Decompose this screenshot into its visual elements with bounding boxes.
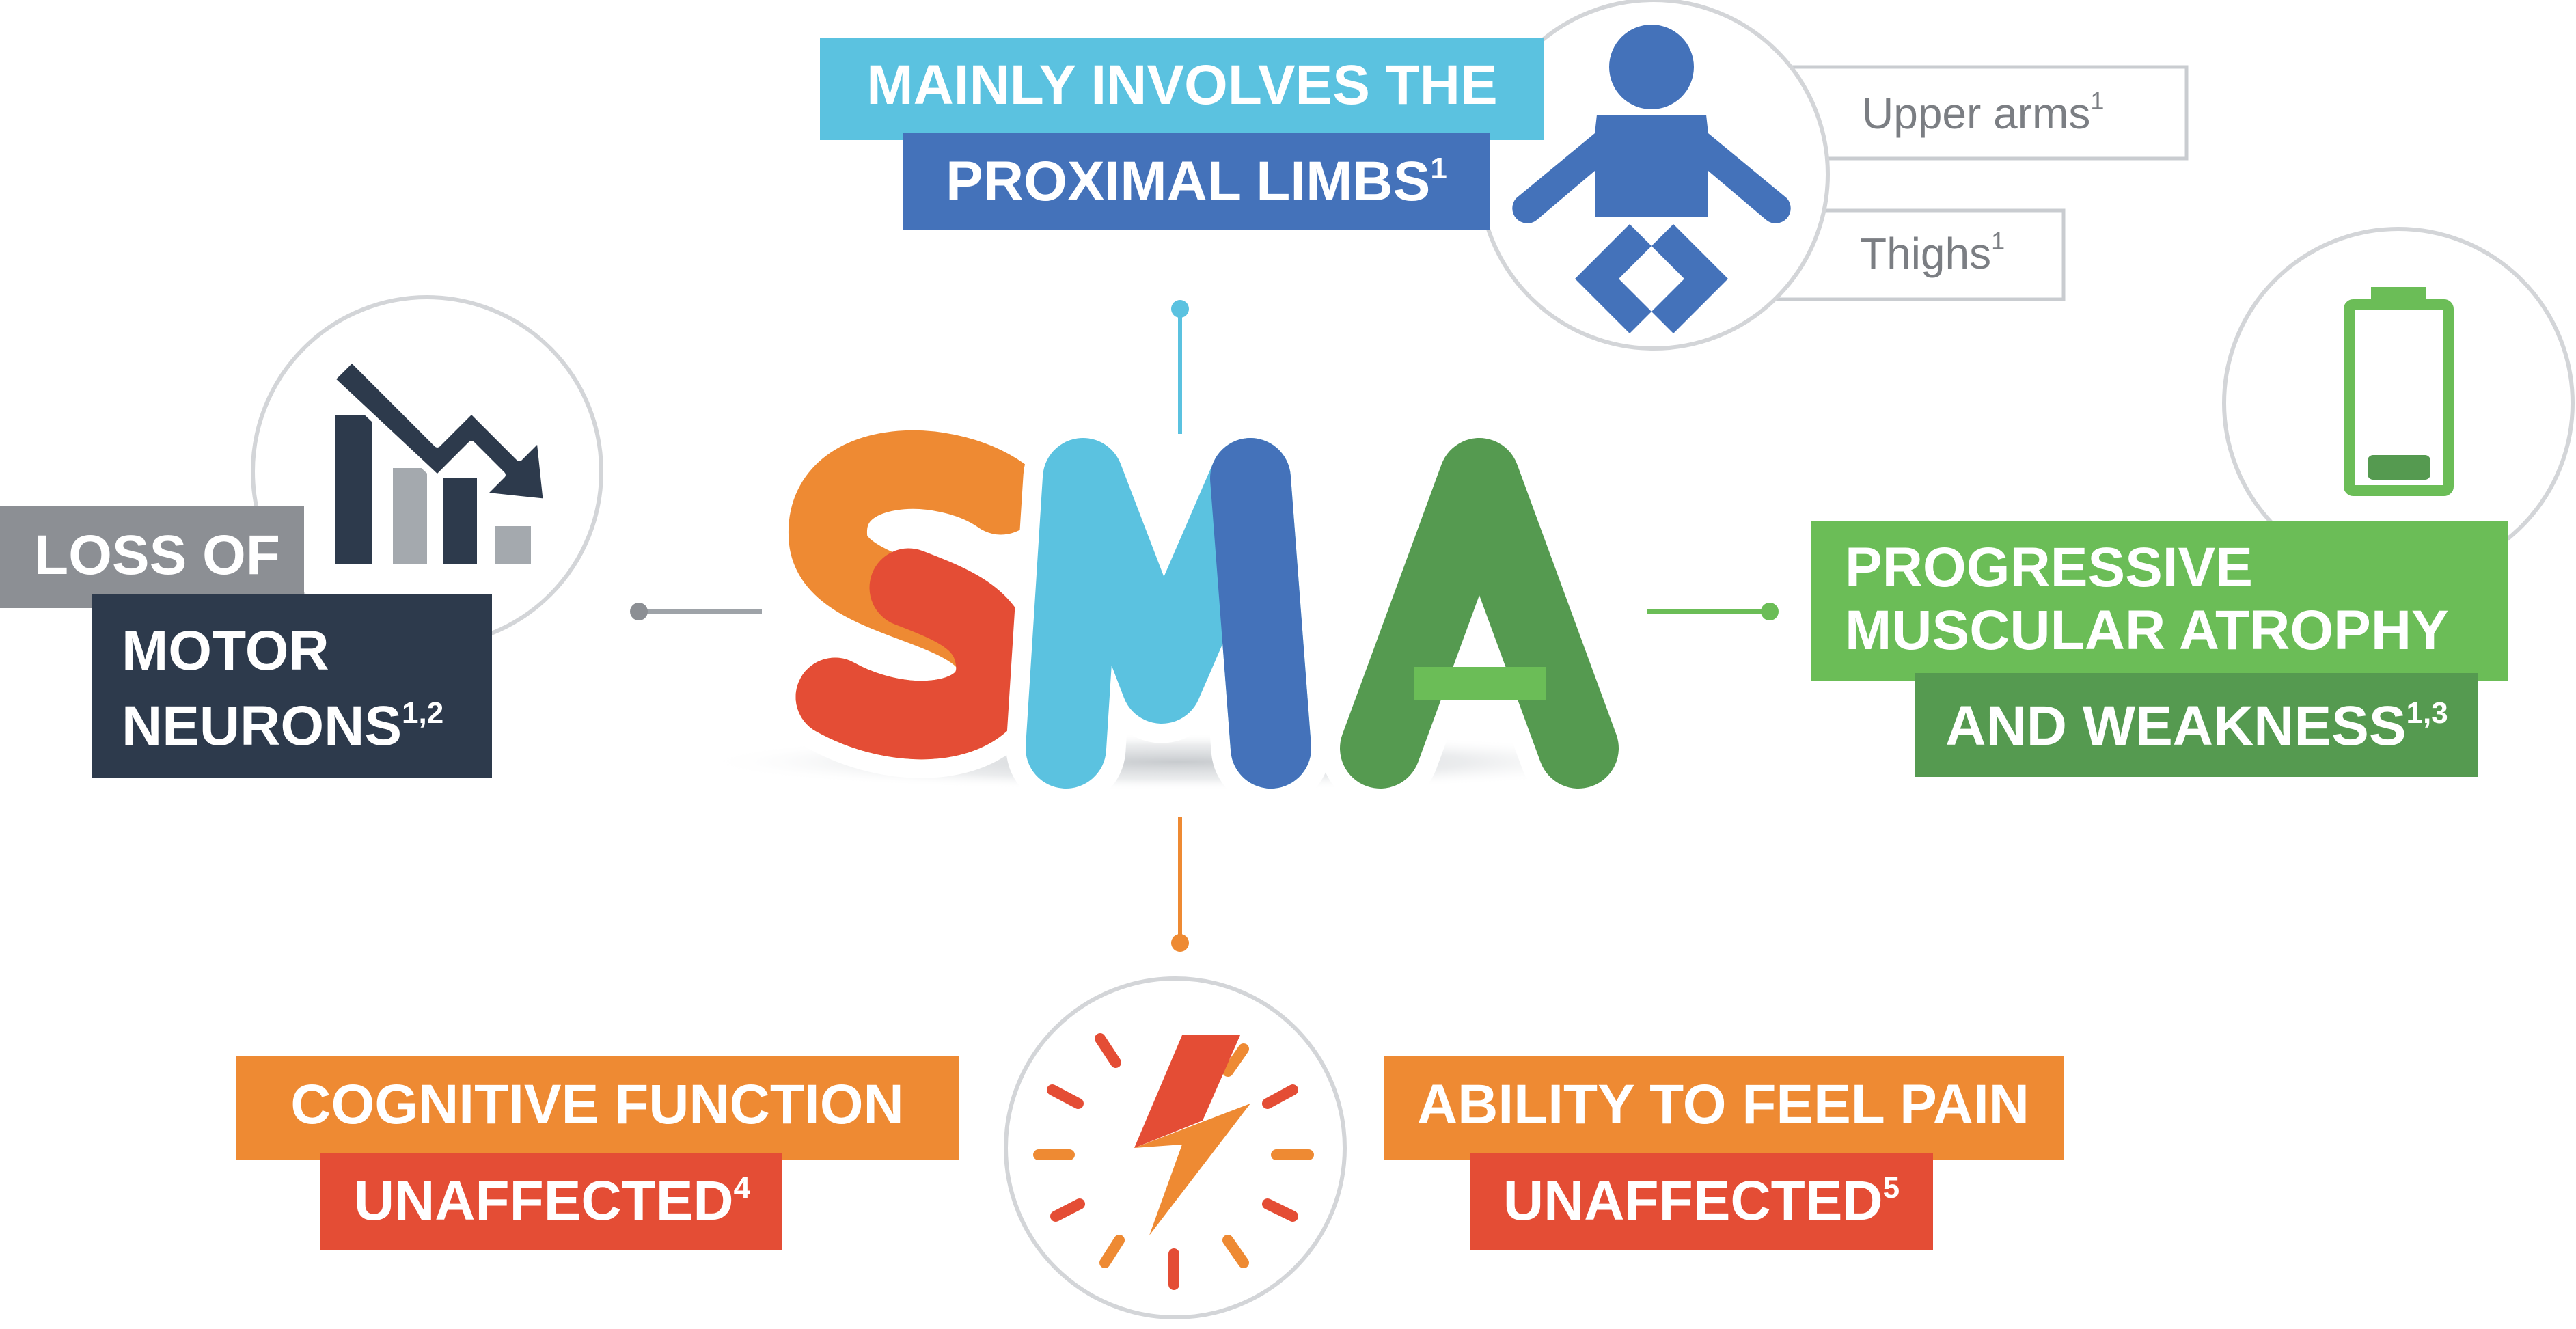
bottom-left-line1: COGNITIVE FUNCTION xyxy=(290,1073,903,1136)
logo-letter-s xyxy=(769,411,1059,778)
bottom-right-line1: ABILITY TO FEEL PAIN xyxy=(1417,1073,2029,1136)
left-label-line1-box xyxy=(0,506,304,608)
left-label-line3: NEURONS1,2 xyxy=(122,695,443,757)
logo-letter-a xyxy=(1320,418,1639,808)
bottom-left-line1-box xyxy=(236,1056,959,1160)
pain-rays-icon xyxy=(1033,1033,1314,1290)
declining-chart-icon xyxy=(328,355,550,564)
connector-left-dot xyxy=(630,603,648,620)
top-label-line1-box xyxy=(820,38,1544,140)
top-label-line1: MAINLY INVOLVES THE xyxy=(866,54,1497,116)
top-label-line2-box xyxy=(903,133,1490,230)
bottom-right-line2: UNAFFECTED5 xyxy=(1503,1170,1900,1232)
lightning-bolt-icon xyxy=(1134,1035,1250,1235)
connectors xyxy=(630,300,1779,952)
left-label-line1: LOSS OF xyxy=(34,524,280,586)
left-label-line2-box xyxy=(92,594,492,778)
connector-bottom-dot xyxy=(1171,934,1189,952)
top-icon-group: Upper arms1 Thighs1 xyxy=(1477,0,2189,351)
left-icon-group xyxy=(251,295,603,648)
low-battery-icon xyxy=(2344,287,2454,496)
connector-right-dot xyxy=(1761,603,1779,620)
right-label-line1: PROGRESSIVE xyxy=(1845,536,2253,599)
upper-arms-label: Upper arms1 xyxy=(1862,87,2104,138)
bottom-left-label: COGNITIVE FUNCTION UNAFFECTED4 xyxy=(236,1056,959,1250)
right-label: PROGRESSIVE MUSCULAR ATROPHY AND WEAKNES… xyxy=(1811,521,2508,777)
bottom-icon-group xyxy=(1004,976,1347,1319)
bottom-right-label: ABILITY TO FEEL PAIN UNAFFECTED5 xyxy=(1384,1056,2064,1250)
top-label: MAINLY INVOLVES THE PROXIMAL LIMBS1 xyxy=(820,38,1544,230)
sma-logo xyxy=(700,411,1657,808)
bottom-left-line2-box xyxy=(320,1153,782,1250)
bottom-left-line2: UNAFFECTED4 xyxy=(354,1170,751,1232)
right-label-line2: MUSCULAR ATROPHY xyxy=(1845,599,2449,661)
right-label-line1-box xyxy=(1811,521,2508,681)
bottom-right-line2-box xyxy=(1470,1153,1933,1250)
right-label-line3: AND WEAKNESS1,3 xyxy=(1945,695,2448,757)
lightning-icon-circle xyxy=(1004,976,1347,1319)
left-label-line2: MOTOR xyxy=(122,620,329,682)
top-label-line2: PROXIMAL LIMBS1 xyxy=(946,150,1447,213)
right-label-line2-box xyxy=(1915,673,2478,777)
left-label: LOSS OF MOTOR NEURONS1,2 xyxy=(0,506,492,778)
baby-icon xyxy=(1512,25,1791,333)
bottom-right-line1-box xyxy=(1384,1056,2064,1160)
connector-top-dot xyxy=(1171,300,1189,318)
thighs-label: Thighs1 xyxy=(1860,227,2005,278)
right-icon-group xyxy=(2222,227,2575,579)
logo-letter-m xyxy=(1006,418,1331,808)
